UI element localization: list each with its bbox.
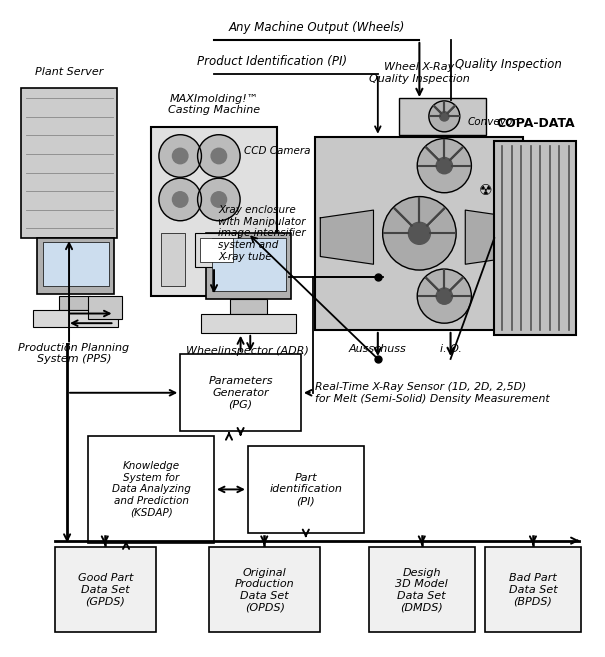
- Text: Part
identification
(PI): Part identification (PI): [269, 473, 342, 506]
- Text: Parameters
Generator
(PG): Parameters Generator (PG): [208, 376, 273, 409]
- Bar: [21, 88, 117, 238]
- Circle shape: [440, 112, 449, 121]
- Text: Production Planning
System (PPS): Production Planning System (PPS): [18, 342, 129, 364]
- Text: Original
Production
Data Set
(OPDS): Original Production Data Set (OPDS): [235, 568, 295, 612]
- Bar: [180, 354, 301, 432]
- Text: Product Identification (PI): Product Identification (PI): [197, 55, 347, 68]
- Bar: [151, 127, 277, 296]
- Circle shape: [172, 192, 188, 207]
- Text: Conveyor: Conveyor: [467, 117, 517, 127]
- Bar: [37, 238, 114, 294]
- Bar: [494, 141, 577, 335]
- Text: ☢: ☢: [479, 183, 492, 198]
- Circle shape: [159, 135, 201, 177]
- Bar: [231, 299, 267, 313]
- Text: Bad Part
Data Set
(BPDS): Bad Part Data Set (BPDS): [509, 574, 557, 606]
- Bar: [201, 313, 296, 333]
- Text: Wheel X-Ray
Quality Inspection: Wheel X-Ray Quality Inspection: [369, 62, 469, 83]
- Polygon shape: [465, 210, 518, 264]
- Bar: [315, 137, 523, 330]
- Bar: [368, 547, 475, 633]
- Bar: [33, 309, 119, 327]
- Circle shape: [172, 148, 188, 164]
- Bar: [54, 547, 156, 633]
- Bar: [206, 233, 292, 299]
- Circle shape: [211, 148, 227, 164]
- Bar: [248, 446, 364, 533]
- Text: Quality Inspection: Quality Inspection: [456, 58, 562, 71]
- Bar: [209, 547, 320, 633]
- Bar: [399, 98, 486, 135]
- Circle shape: [211, 192, 227, 207]
- Text: Wheelinspector (ADR): Wheelinspector (ADR): [186, 346, 309, 356]
- Circle shape: [198, 135, 240, 177]
- Bar: [485, 547, 581, 633]
- Circle shape: [436, 288, 453, 304]
- Bar: [212, 238, 286, 291]
- Bar: [200, 238, 234, 262]
- Circle shape: [417, 269, 471, 323]
- Circle shape: [436, 158, 453, 173]
- Text: Ausschuss: Ausschuss: [349, 344, 407, 354]
- Circle shape: [408, 222, 430, 244]
- Text: Knowledge
System for
Data Analyzing
and Prediction
(KSDAP): Knowledge System for Data Analyzing and …: [112, 461, 191, 518]
- Text: Real-Time X-Ray Sensor (1D, 2D, 2,5D)
for Melt (Semi-Solid) Density Measurement: Real-Time X-Ray Sensor (1D, 2D, 2,5D) fo…: [315, 382, 550, 403]
- Polygon shape: [320, 210, 373, 264]
- Circle shape: [159, 178, 201, 221]
- Bar: [161, 233, 185, 286]
- Bar: [195, 233, 238, 267]
- Circle shape: [417, 139, 471, 193]
- Text: COPA-DATA: COPA-DATA: [496, 117, 575, 130]
- Text: CCD Camera: CCD Camera: [244, 146, 310, 156]
- Bar: [88, 436, 214, 543]
- Text: MAXImolding!™
Casting Machine: MAXImolding!™ Casting Machine: [168, 94, 260, 116]
- Text: Xray enclosure
with Manipulator
image intensifier
system and
X-ray tube: Xray enclosure with Manipulator image in…: [218, 205, 306, 261]
- Text: Plant Server: Plant Server: [35, 67, 103, 77]
- Bar: [43, 242, 109, 286]
- Circle shape: [382, 196, 456, 270]
- Circle shape: [429, 101, 460, 132]
- Bar: [59, 296, 90, 309]
- Text: Good Part
Data Set
(GPDS): Good Part Data Set (GPDS): [77, 574, 133, 606]
- Text: i. O.: i. O.: [440, 344, 462, 354]
- Text: Desigh
3D Model
Data Set
(DMDS): Desigh 3D Model Data Set (DMDS): [396, 568, 448, 612]
- Text: Any Machine Output (Wheels): Any Machine Output (Wheels): [229, 21, 405, 34]
- Circle shape: [198, 178, 240, 221]
- Bar: [88, 296, 122, 319]
